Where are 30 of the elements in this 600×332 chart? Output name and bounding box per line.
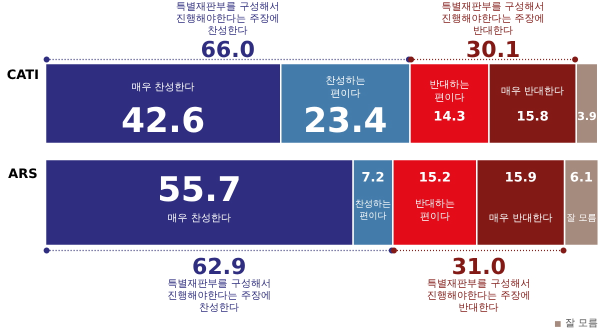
data-label: 3.9 xyxy=(577,110,597,123)
annotation: 31.0 xyxy=(452,255,506,280)
data-label: 15.2 xyxy=(418,170,451,186)
annotation: 특별재판부를 구성해서 진행해야한다는 주장에 찬성한다 xyxy=(176,2,280,37)
annotation: 66.0 xyxy=(200,38,255,63)
text: 매우 찬성한다 xyxy=(168,213,231,224)
y-tick-label: ARS xyxy=(8,167,38,182)
data-label: 14.3 xyxy=(433,110,466,124)
annotation: 특별재판부를 구성해서 진행해야한다는 주장에 반대한다 xyxy=(442,2,545,37)
data-label: 15.8 xyxy=(516,110,549,124)
data-label: 6.1 xyxy=(570,170,593,186)
text: 매우 반대한다 xyxy=(489,213,552,224)
y-tick-label: CATI xyxy=(6,68,40,83)
data-label: 15.9 xyxy=(504,170,537,186)
data-label: 23.4 xyxy=(303,101,388,141)
annotation: 특별재판부를 구성해서 진행해야한다는 주장에 반대한다 xyxy=(427,278,530,314)
data-label: 42.6 xyxy=(121,101,206,141)
legend-label: 잘 모름 xyxy=(564,317,598,330)
text: 반대하는 편이다 xyxy=(414,198,455,223)
series-label: 매우 반대한다 xyxy=(500,86,564,97)
annotation: 62.9 xyxy=(192,255,246,280)
data-label: 7.2 xyxy=(361,170,384,186)
series-label: 반대하는 편이다 xyxy=(429,79,470,104)
series-label: 찬성하는 편이다 xyxy=(354,200,391,222)
data-label: 55.7 xyxy=(157,170,242,210)
series-label: 매우 찬성한다 xyxy=(132,82,195,93)
annotation: 특별재판부를 구성해서 진행해야한다는 주장에 찬성한다 xyxy=(168,278,271,314)
text: 잘 모름 xyxy=(566,214,596,224)
text: 찬성하는 편이다 xyxy=(325,75,366,100)
annotation: 30.1 xyxy=(466,38,520,63)
